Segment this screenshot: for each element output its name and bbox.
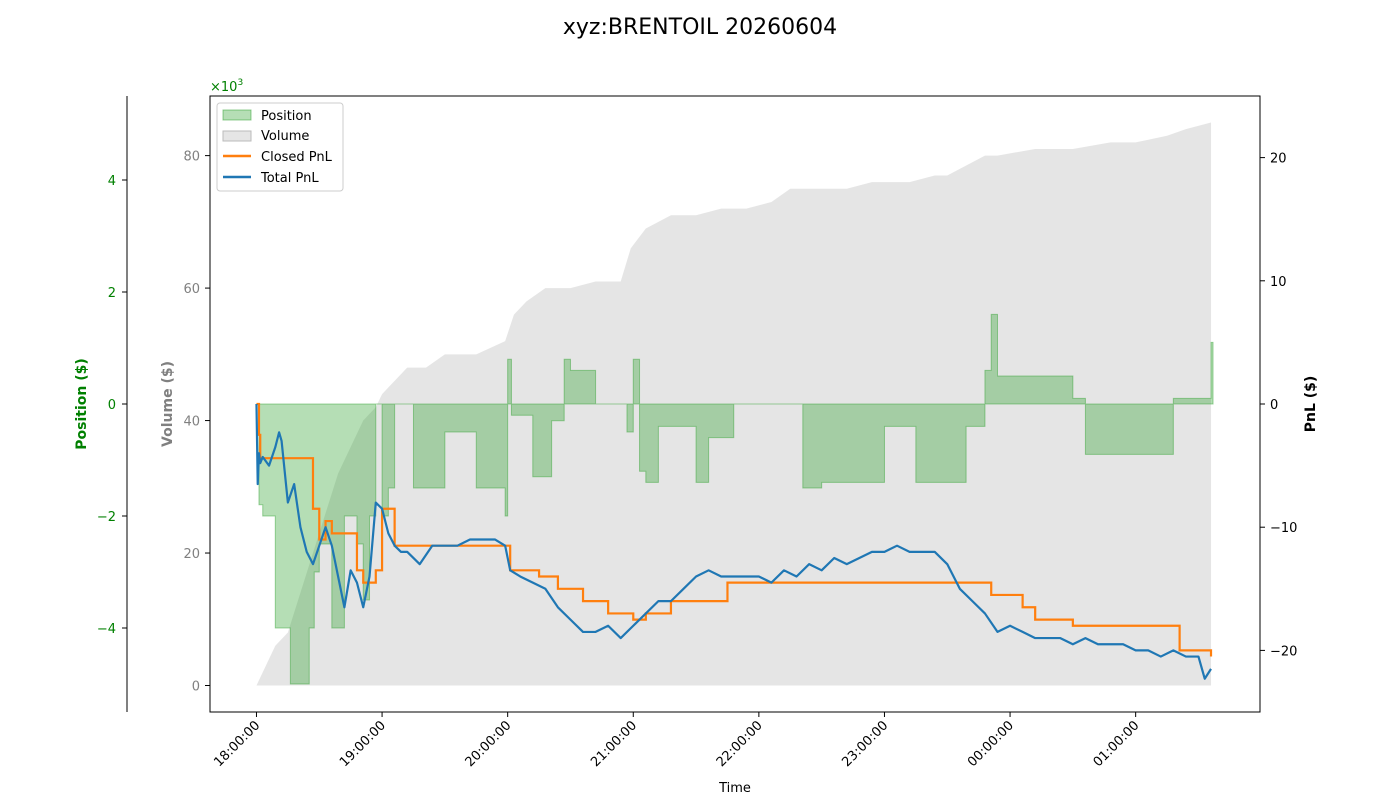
legend-swatch-volume	[222, 130, 252, 142]
x-axis-label: Time	[718, 781, 751, 796]
volume-tick-label: 0	[192, 680, 200, 695]
position-tick-label: 4	[108, 174, 116, 189]
pnl-tick-label: 0	[1270, 398, 1278, 413]
pnl-tick-label: −10	[1270, 521, 1297, 536]
legend-swatch-position	[222, 109, 252, 121]
legend-label-total-pnl: Total PnL	[260, 171, 319, 186]
legend: Position Volume Closed PnL Total PnL	[216, 102, 344, 192]
chart-title: xyz:BRENTOIL 20260604	[563, 15, 837, 40]
series-position-area	[256, 313, 1214, 685]
x-tick-label: 19:00:00	[337, 718, 389, 770]
position-tick-label: 2	[108, 286, 116, 301]
position-axis-ticks: −4 −2 0 2 4	[97, 174, 127, 637]
x-tick-label: 01:00:00	[1091, 718, 1143, 770]
x-tick-label: 20:00:00	[463, 718, 515, 770]
legend-label-closed-pnl: Closed PnL	[261, 150, 333, 165]
x-tick-label: 21:00:00	[588, 718, 640, 770]
legend-box	[216, 102, 344, 192]
x-axis-ticks: 18:00:00 19:00:00 20:00:00 21:00:00 22:00:00…	[211, 712, 1142, 770]
series-closed-pnl-line	[256, 402, 1213, 657]
position-tick-label: −2	[97, 510, 116, 525]
position-axis-multiplier: ×103	[210, 78, 243, 95]
series-total-pnl-line	[255, 403, 1212, 680]
position-tick-label: 0	[108, 398, 116, 413]
x-tick-label: 00:00:00	[965, 718, 1017, 770]
x-tick-label: 18:00:00	[211, 718, 263, 770]
legend-label-position: Position	[261, 109, 312, 124]
plot-area	[255, 122, 1214, 686]
pnl-axis-label: PnL ($)	[1303, 376, 1319, 433]
volume-tick-label: 80	[183, 150, 200, 165]
volume-tick-label: 20	[183, 547, 200, 562]
volume-axis-ticks: 0 20 40 60 80	[183, 150, 210, 695]
pnl-axis-ticks: −20 −10 0 10 20	[1260, 152, 1297, 659]
pnl-tick-label: 20	[1270, 152, 1287, 167]
position-axis-label: Position ($)	[74, 358, 90, 450]
x-tick-label: 22:00:00	[714, 718, 766, 770]
position-axis-multiplier-base: ×10	[210, 80, 237, 95]
volume-tick-label: 60	[183, 282, 200, 297]
legend-label-volume: Volume	[261, 129, 309, 144]
position-axis-multiplier-exponent: 3	[237, 78, 243, 88]
pnl-tick-label: 10	[1270, 275, 1287, 290]
volume-tick-label: 40	[183, 415, 200, 430]
position-tick-label: −4	[97, 622, 116, 637]
pnl-tick-label: −20	[1270, 644, 1297, 659]
x-tick-label: 23:00:00	[839, 718, 891, 770]
volume-axis-label: Volume ($)	[160, 361, 176, 447]
